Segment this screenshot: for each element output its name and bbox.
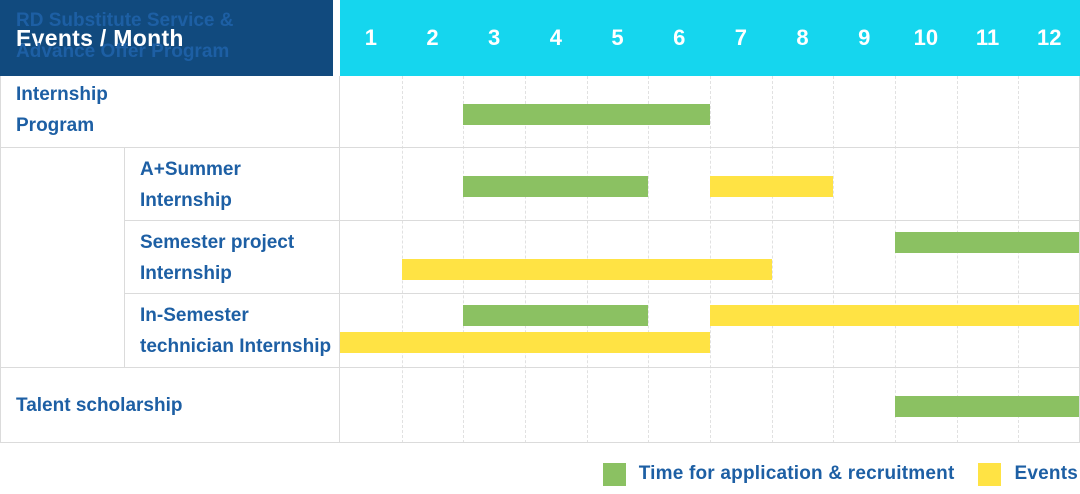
gantt-bar-events bbox=[401, 259, 772, 280]
gantt-row-talent bbox=[340, 368, 1080, 443]
gantt-bar-application bbox=[463, 104, 710, 125]
header-events-month-cell: Events / Month bbox=[0, 0, 333, 76]
month-label: 7 bbox=[734, 25, 747, 50]
row-divider bbox=[0, 147, 1080, 148]
legend-item-application: Time for application & recruitment bbox=[602, 462, 955, 486]
row-label-talent-scholarship: Talent scholarship bbox=[16, 395, 183, 416]
row-label-in-semester-technician-internship: In-Semester technician Internship bbox=[140, 305, 332, 357]
gantt-bar-events bbox=[710, 305, 1080, 326]
month-label: 4 bbox=[549, 25, 562, 50]
month-label: 5 bbox=[611, 25, 624, 50]
row-label-rd-substitute: RD Substitute Service & Advance Offer Pr… bbox=[16, 10, 234, 62]
gantt-bar-events bbox=[710, 176, 834, 197]
month-label: 8 bbox=[796, 25, 809, 50]
legend-item-events: Events bbox=[978, 462, 1078, 486]
row-divider bbox=[0, 367, 1080, 368]
group-label-internship-program: Internship Program bbox=[16, 84, 108, 136]
gantt-bar-application bbox=[463, 176, 649, 197]
gantt-row-semester-project bbox=[340, 221, 1080, 294]
month-label: 3 bbox=[488, 25, 501, 50]
row-divider bbox=[124, 220, 1080, 221]
legend: Time for application & recruitment Event… bbox=[602, 458, 1078, 490]
month-label: 11 bbox=[975, 25, 1000, 50]
gantt-bar-application bbox=[895, 396, 1080, 417]
month-label: 1 bbox=[364, 25, 377, 50]
column-divider bbox=[124, 148, 125, 367]
gantt-row-a-summer bbox=[340, 148, 1080, 221]
header-title: Events / Month bbox=[16, 24, 184, 51]
month-label: 6 bbox=[673, 25, 686, 50]
gantt-row-rd-substitute bbox=[340, 76, 1080, 148]
application-swatch-icon bbox=[602, 462, 626, 486]
table-left-border bbox=[0, 76, 1, 442]
month-header-row: 1 2 3 4 5 6 7 8 9 10 11 12 bbox=[340, 0, 1080, 76]
row-label-semester-project-internship: Semester project Internship bbox=[140, 231, 295, 284]
label-chart-divider bbox=[339, 76, 340, 442]
gantt-row-in-semester bbox=[340, 294, 1080, 368]
table-bottom-border bbox=[0, 442, 1080, 443]
month-label: 12 bbox=[1036, 25, 1062, 50]
gantt-bar-application bbox=[463, 305, 649, 326]
gantt-bar-application bbox=[895, 232, 1080, 253]
row-divider bbox=[124, 293, 1080, 294]
row-label-a-summer-internship: A+Summer Internship bbox=[140, 158, 241, 211]
events-swatch-icon bbox=[978, 462, 1002, 486]
month-label: 10 bbox=[913, 25, 939, 50]
month-label: 9 bbox=[858, 25, 871, 50]
gantt-bar-events bbox=[340, 332, 710, 353]
month-label: 2 bbox=[426, 25, 439, 50]
